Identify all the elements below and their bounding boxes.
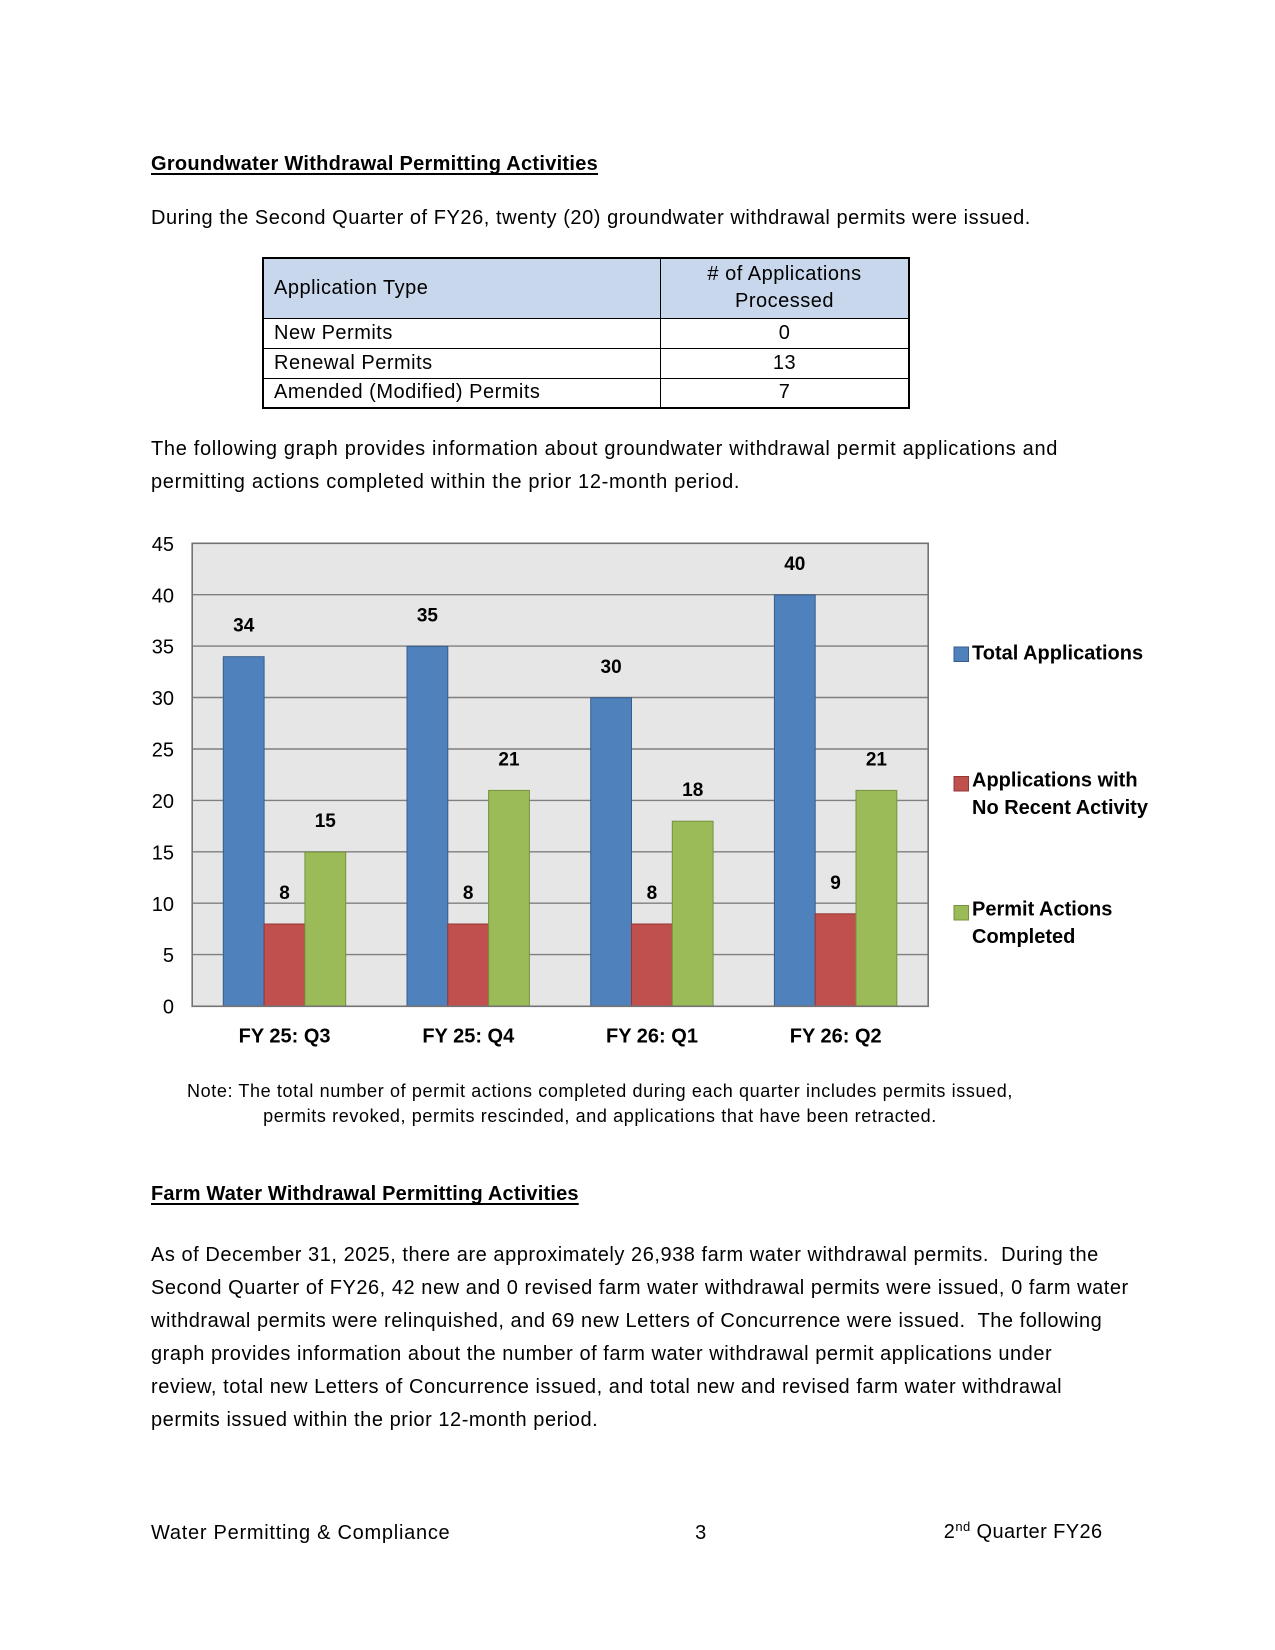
svg-text:5: 5 xyxy=(163,945,174,967)
svg-text:40: 40 xyxy=(152,585,174,607)
svg-text:34: 34 xyxy=(233,616,255,637)
svg-text:35: 35 xyxy=(417,605,439,626)
svg-text:Total Applications: Total Applications xyxy=(972,643,1143,665)
svg-text:10: 10 xyxy=(152,894,174,916)
svg-text:21: 21 xyxy=(498,749,520,770)
svg-text:8: 8 xyxy=(279,883,290,904)
svg-text:FY 26: Q2: FY 26: Q2 xyxy=(790,1025,882,1047)
svg-text:20: 20 xyxy=(152,791,174,813)
svg-text:8: 8 xyxy=(463,883,474,904)
svg-text:15: 15 xyxy=(315,811,337,832)
svg-text:21: 21 xyxy=(866,749,888,770)
svg-text:8: 8 xyxy=(647,883,658,904)
svg-text:Applications with: Applications with xyxy=(972,770,1138,792)
svg-text:Permit Actions: Permit Actions xyxy=(972,899,1112,921)
svg-text:35: 35 xyxy=(152,637,174,659)
svg-text:Completed: Completed xyxy=(972,926,1075,948)
svg-text:9: 9 xyxy=(830,873,841,894)
svg-text:No Recent Activity: No Recent Activity xyxy=(972,797,1149,819)
svg-text:18: 18 xyxy=(682,780,703,801)
svg-text:25: 25 xyxy=(152,740,174,762)
svg-text:30: 30 xyxy=(152,688,174,710)
svg-text:40: 40 xyxy=(784,554,805,575)
svg-text:15: 15 xyxy=(152,842,174,864)
svg-text:45: 45 xyxy=(152,534,174,556)
svg-text:FY 25: Q4: FY 25: Q4 xyxy=(422,1025,515,1047)
svg-text:30: 30 xyxy=(601,657,622,678)
svg-text:FY 25: Q3: FY 25: Q3 xyxy=(239,1025,331,1047)
svg-text:0: 0 xyxy=(163,997,174,1019)
svg-text:FY 26: Q1: FY 26: Q1 xyxy=(606,1025,698,1047)
